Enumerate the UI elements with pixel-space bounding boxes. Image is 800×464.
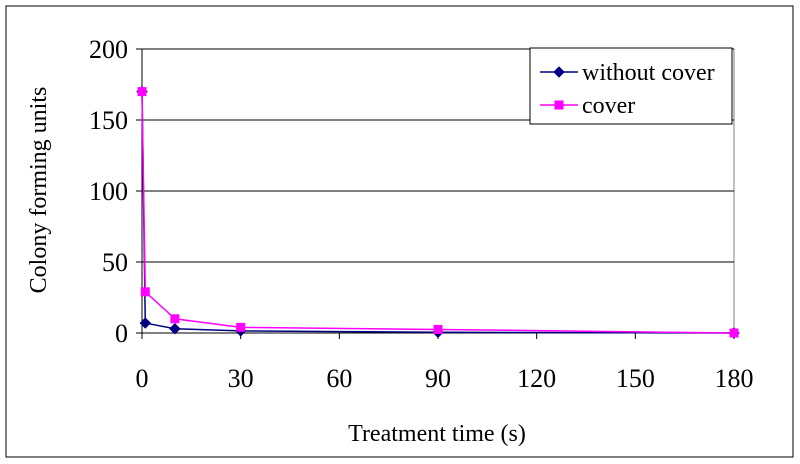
x-tick-label: 90 [425, 364, 451, 393]
y-axis-label: Colony forming units [26, 87, 52, 294]
x-tick-label: 180 [715, 364, 754, 393]
data-point [140, 287, 150, 297]
legend-label: cover [582, 93, 635, 119]
data-point [170, 314, 180, 324]
legend: without cover cover [529, 47, 733, 125]
data-point [139, 317, 151, 329]
tick-labels: 0 50 100 150 200 0 30 60 90 120 150 180 [89, 35, 754, 393]
legend-marker [553, 66, 565, 78]
x-tick-label: 60 [326, 364, 352, 393]
y-tick-label: 100 [89, 177, 128, 206]
legend-item: without cover [540, 60, 715, 86]
legend-marker [554, 100, 564, 110]
x-tick-label: 150 [616, 364, 655, 393]
series [136, 85, 740, 339]
y-tick-label: 0 [115, 319, 128, 348]
data-point [236, 322, 246, 332]
data-point [169, 323, 181, 335]
y-tick-label: 50 [102, 248, 128, 277]
data-point [137, 87, 147, 97]
x-tick-label: 30 [228, 364, 254, 393]
legend-box [529, 47, 733, 125]
y-tick-label: 200 [89, 35, 128, 64]
x-tick-label: 120 [517, 364, 556, 393]
x-tick-label: 0 [136, 364, 149, 393]
legend-item: cover [540, 93, 635, 119]
y-tick-label: 150 [89, 106, 128, 135]
series-cover [137, 87, 739, 338]
data-point [433, 324, 443, 334]
x-axis-label: Treatment time (s) [348, 421, 526, 447]
data-point [729, 328, 739, 338]
legend-label: without cover [582, 60, 715, 86]
series-line [141, 91, 735, 334]
